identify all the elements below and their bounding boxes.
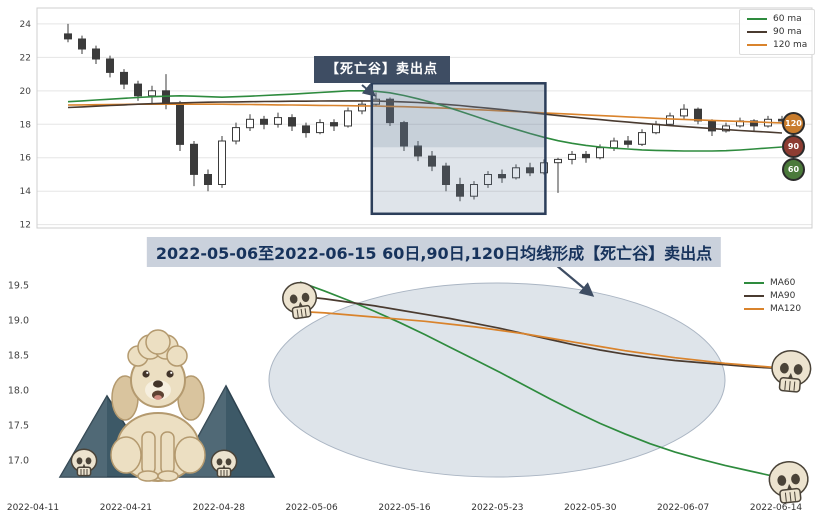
x-tick-label: 2022-05-06: [285, 503, 338, 513]
y-tick-label: 20: [20, 87, 32, 97]
y-tick-label: 17.0: [8, 456, 29, 467]
ma90-end-badge: 90: [782, 135, 805, 158]
legend-item-60ma: 60 ma: [747, 14, 807, 24]
top-chart: 12 14 16 18 20 22 24: [20, 7, 813, 231]
ma60-end-badge: 60: [782, 158, 805, 181]
bottom-chart-legend: MA60 MA90 MA120: [744, 278, 801, 314]
ma60-swatch-icon: [747, 18, 767, 20]
legend-item-MA90: MA90: [744, 291, 801, 301]
x-tick-label: 2022-04-11: [7, 503, 59, 513]
ma-line-120ma: [67, 103, 783, 124]
callout-arrow: [361, 83, 376, 97]
highlight-region-fill: [371, 83, 546, 214]
y-tick-label: 19.5: [8, 281, 29, 292]
y-tick-label: 14: [20, 187, 32, 197]
skull-icon: [768, 461, 809, 504]
skull-icon: [282, 281, 318, 320]
ma-line-60ma: [67, 90, 783, 152]
ma90-swatch-icon: [744, 295, 764, 297]
y-tick-label: 17.5: [8, 421, 29, 432]
bottom-chart: 17.0 17.5 18.0 18.5 19.0 19.5 2022-04-11 2022-0…: [7, 281, 803, 513]
x-tick-label: 2022-06-14: [750, 503, 803, 513]
highlight-region-upper-band: [371, 83, 546, 148]
highlight-region-border: [370, 82, 547, 216]
y-tick-label: 16: [20, 154, 32, 164]
ma-line-MA90: [299, 295, 801, 371]
ma120-swatch-icon: [744, 308, 764, 310]
top-chart-legend: 60 ma 90 ma 120 ma: [739, 9, 816, 55]
y-tick-label: 12: [20, 221, 31, 231]
sell-point-callout: 【死亡谷】卖出点: [314, 56, 451, 83]
y-tick-label: 24: [20, 20, 32, 30]
legend-label: MA60: [770, 278, 796, 288]
ma60-swatch-icon: [744, 282, 764, 284]
legend-item-MA120: MA120: [744, 304, 801, 314]
legend-label: MA90: [770, 291, 796, 301]
skull-icon: [771, 350, 812, 393]
ma120-swatch-icon: [747, 44, 767, 46]
x-tick-label: 2022-05-23: [471, 503, 523, 513]
summary-banner: 2022-05-06至2022-06-15 60日,90日,120日均线形成【死…: [146, 237, 722, 267]
skull-icon: [210, 449, 238, 478]
x-tick-label: 2022-04-28: [193, 503, 246, 513]
x-tick-label: 2022-04-21: [100, 503, 152, 513]
ma-line-MA120: [299, 310, 801, 371]
y-tick-label: 18.5: [8, 351, 29, 362]
y-tick-label: 18: [20, 120, 32, 130]
death-valley-highlight-ellipse: [268, 282, 726, 478]
y-tick-label: 22: [20, 53, 31, 63]
y-tick-label: 19.0: [8, 316, 29, 327]
legend-item-90ma: 90 ma: [747, 27, 807, 37]
legend-item-MA60: MA60: [744, 278, 801, 288]
x-tick-label: 2022-06-07: [657, 503, 709, 513]
banner-arrow: [555, 264, 595, 297]
skull-icon: [70, 448, 98, 477]
legend-label: 90 ma: [773, 27, 802, 37]
legend-label: 60 ma: [773, 14, 802, 24]
x-tick-label: 2022-05-30: [564, 503, 617, 513]
x-tick-label: 2022-05-16: [378, 503, 431, 513]
ma-line-MA60: [299, 281, 801, 483]
plot-frame: [36, 7, 813, 229]
ma120-end-badge: 120: [782, 112, 805, 135]
ma-line-90ma: [67, 100, 783, 134]
legend-label: MA120: [770, 304, 802, 314]
legend-label: 120 ma: [773, 40, 808, 50]
y-tick-label: 18.0: [8, 386, 29, 397]
ma90-swatch-icon: [747, 31, 767, 33]
legend-item-120ma: 120 ma: [747, 40, 807, 50]
